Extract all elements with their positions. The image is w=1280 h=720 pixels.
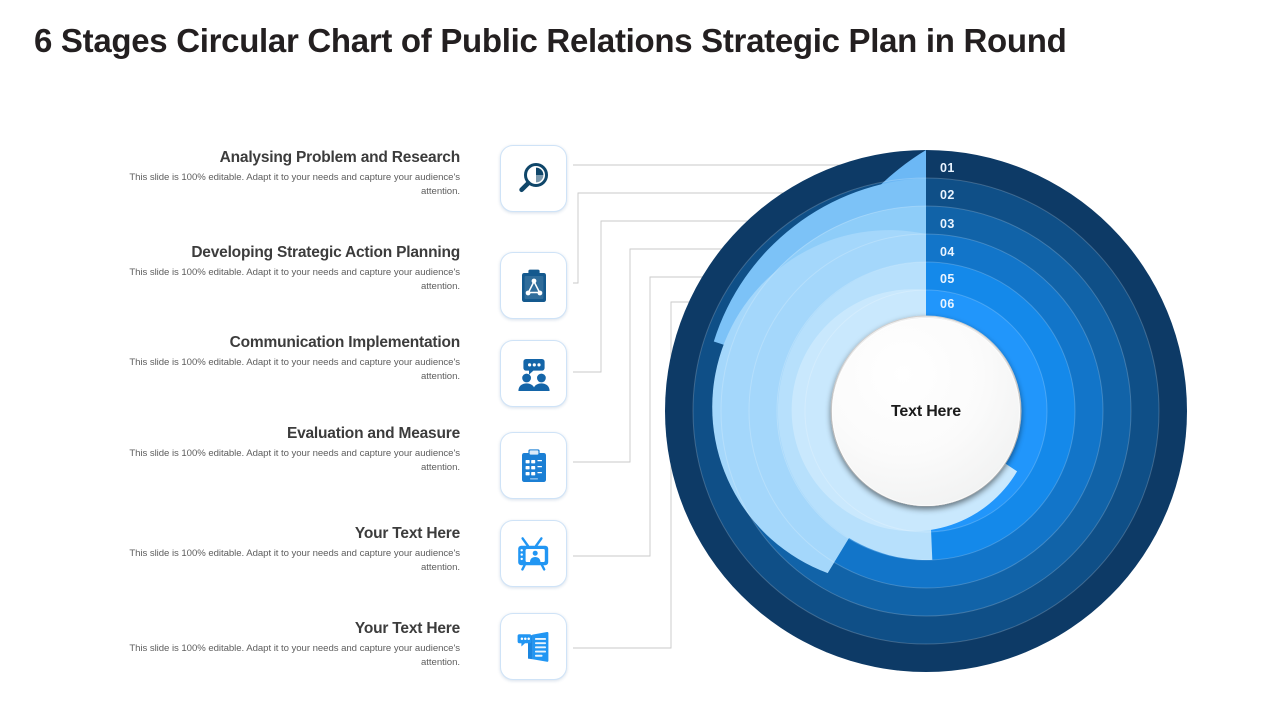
stage-icon-button-03[interactable]: [500, 340, 567, 407]
stage-text-01: Analysing Problem and Research This slid…: [120, 149, 460, 198]
news-speech-bubble-icon: [517, 631, 548, 662]
ring-number-06: 06: [940, 297, 955, 311]
stage-icon-button-01[interactable]: [500, 145, 567, 212]
magnifier-pie-chart-icon: [518, 162, 548, 192]
clipboard-network-icon: [521, 269, 546, 302]
stage-text-05: Your Text Here This slide is 100% editab…: [120, 525, 460, 574]
people-speech-bubble-icon: [517, 358, 550, 391]
television-person-icon: [517, 536, 548, 571]
ring-separators: [692, 177, 1160, 645]
ring-number-04: 04: [940, 245, 955, 259]
stage-icon-button-05[interactable]: [500, 520, 567, 587]
stage-icon-button-06[interactable]: [500, 613, 567, 680]
stage-text-02: Developing Strategic Action Planning Thi…: [120, 244, 460, 293]
center-label: Text Here: [832, 318, 1020, 506]
ring-number-05: 05: [940, 272, 955, 286]
stage-title-04: Evaluation and Measure: [286, 425, 460, 442]
stage-desc-05: This slide is 100% editable. Adapt it to…: [129, 548, 460, 573]
stage-icon-button-02[interactable]: [500, 252, 567, 319]
stage-text-03: Communication Implementation This slide …: [120, 334, 460, 383]
ring-number-03: 03: [940, 217, 955, 231]
clipboard-checklist-icon: [521, 448, 546, 482]
stage-text-06: Your Text Here This slide is 100% editab…: [120, 620, 460, 669]
stage-icon-button-04[interactable]: [500, 432, 567, 499]
ring-number-02: 02: [940, 188, 955, 202]
stage-desc-04: This slide is 100% editable. Adapt it to…: [129, 448, 460, 473]
ring-number-01: 01: [940, 161, 955, 175]
stage-desc-06: This slide is 100% editable. Adapt it to…: [129, 643, 460, 668]
stage-desc-02: This slide is 100% editable. Adapt it to…: [129, 267, 460, 292]
stage-title-05: Your Text Here: [354, 525, 460, 542]
stage-title-03: Communication Implementation: [229, 334, 461, 351]
stage-title-06: Your Text Here: [354, 620, 460, 637]
page-title: 6 Stages Circular Chart of Public Relati…: [34, 22, 1067, 59]
stage-title-02: Developing Strategic Action Planning: [191, 244, 460, 261]
stage-desc-01: This slide is 100% editable. Adapt it to…: [129, 172, 460, 197]
stage-text-04: Evaluation and Measure This slide is 100…: [120, 425, 460, 474]
stage-title-01: Analysing Problem and Research: [219, 149, 461, 166]
stage-desc-03: This slide is 100% editable. Adapt it to…: [129, 357, 460, 382]
